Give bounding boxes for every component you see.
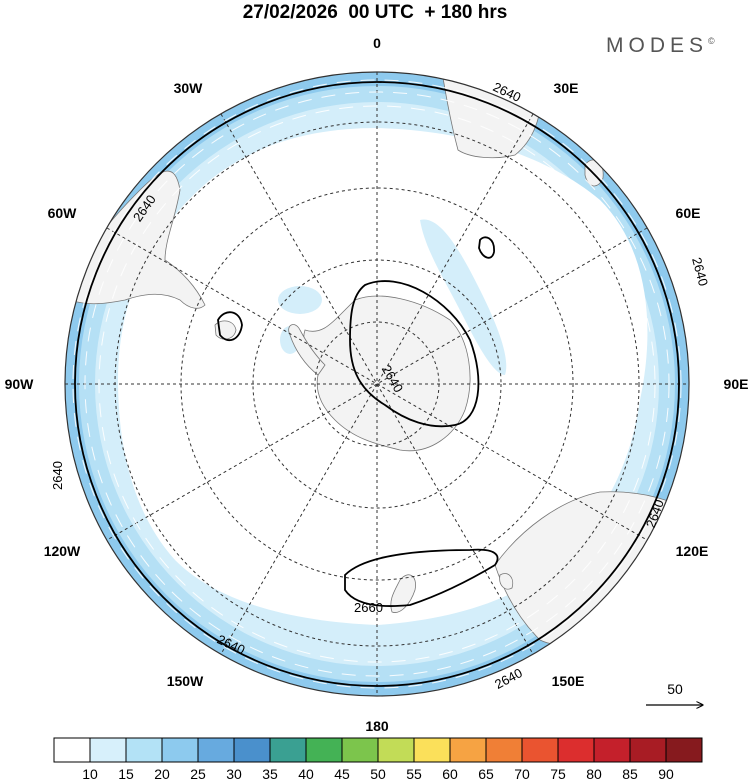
flow-ring-inner — [98, 105, 656, 663]
longitude-labels: 0 30E 60E 90E 120E 150E 180 150W 120W 90… — [5, 35, 749, 734]
colorbar-label: 10 — [82, 766, 98, 782]
lon-label-120e: 120E — [676, 543, 709, 559]
colorbar-swatch — [377, 737, 415, 763]
wind-vectors — [72, 79, 682, 689]
tasmania — [499, 573, 514, 590]
chart-title: 27/02/2026 00 UTC + 180 hrs — [242, 2, 508, 23]
contour-small-ne — [478, 236, 495, 259]
brand-logo: MODES© — [606, 34, 715, 58]
colorbar-label: 20 — [154, 766, 170, 782]
contours — [74, 81, 680, 687]
colorbar-swatch — [593, 737, 631, 763]
colorbar-swatch — [53, 737, 91, 763]
colorbar-swatch — [485, 737, 523, 763]
colorbar-label: 65 — [478, 766, 494, 782]
colorbar-swatch — [269, 737, 307, 763]
colorbar-swatch — [161, 737, 199, 763]
lon-label-120w: 120W — [44, 543, 81, 559]
colorbar-swatch — [557, 737, 595, 763]
lon-label-30e: 30E — [554, 80, 579, 96]
colorbar-swatch — [665, 737, 703, 763]
colorbar: 10 15 20 25 30 35 40 45 50 55 60 65 70 75 80 85 90 — [53, 737, 703, 782]
colorbar-swatch — [341, 737, 379, 763]
colorbar-label: 60 — [442, 766, 458, 782]
lat-circle-60s — [180, 187, 574, 581]
brand-name: MODES — [606, 34, 709, 57]
lon-label-60e: 60E — [676, 205, 701, 221]
vector-scale: 50 — [646, 681, 702, 705]
colorbar-swatch — [629, 737, 667, 763]
colorbar-label: 70 — [514, 766, 530, 782]
colorbar-label: 30 — [226, 766, 242, 782]
colorbar-label: 15 — [118, 766, 134, 782]
lon-label-150e: 150E — [552, 673, 585, 689]
flow-ring-outer — [72, 79, 682, 689]
contour-2640-pole — [349, 280, 480, 428]
contour-2640-outer — [74, 81, 680, 687]
colorbar-label: 35 — [262, 766, 278, 782]
colorbar-label: 25 — [190, 766, 206, 782]
meridian-60e-120w — [106, 227, 648, 541]
colorbar-swatch — [449, 737, 487, 763]
lon-label-0: 0 — [373, 35, 381, 51]
contour-2660-tasman — [344, 548, 499, 607]
meridian-60w-120e — [106, 227, 648, 541]
small-shade-patch — [278, 286, 322, 314]
colorbar-swatch — [233, 737, 271, 763]
lon-label-30w: 30W — [174, 80, 204, 96]
colorbar-label: 40 — [298, 766, 314, 782]
graticule — [65, 72, 689, 696]
contour-label-e: 2640 — [689, 256, 711, 288]
colorbar-label: 50 — [370, 766, 386, 782]
colorbar-swatch — [413, 737, 451, 763]
copyright-mark: © — [708, 36, 715, 46]
lon-label-60w: 60W — [48, 205, 78, 221]
meridian-30e-150w — [220, 113, 534, 655]
flow-ring-mid — [84, 91, 670, 677]
colorbar-label: 85 — [622, 766, 638, 782]
contour-label-w: 2640 — [50, 461, 65, 490]
colorbar-label: 45 — [334, 766, 350, 782]
meridian-30w-150e — [220, 113, 534, 655]
lon-label-180: 180 — [365, 718, 389, 734]
colorbar-swatch — [89, 737, 127, 763]
lon-label-150w: 150W — [167, 673, 204, 689]
colorbar-swatch — [125, 737, 163, 763]
map-border — [64, 71, 690, 697]
colorbar-label: 80 — [586, 766, 602, 782]
colorbar-swatch — [197, 737, 235, 763]
vector-scale-label: 50 — [667, 681, 683, 697]
contour-small-falklands — [217, 311, 243, 342]
south-america — [69, 170, 206, 309]
colorbar-swatch — [521, 737, 559, 763]
colorbar-label: 75 — [550, 766, 566, 782]
antarctic-peninsula — [288, 324, 326, 376]
new-zealand — [390, 574, 416, 613]
colorbar-swatch — [305, 737, 343, 763]
colorbar-label: 55 — [406, 766, 422, 782]
lon-label-90e: 90E — [724, 376, 749, 392]
contour-label-tasman: 2660 — [354, 600, 383, 615]
lon-label-90w: 90W — [5, 376, 35, 392]
jet-streak-shade — [420, 219, 507, 375]
colorbar-label: 90 — [658, 766, 674, 782]
